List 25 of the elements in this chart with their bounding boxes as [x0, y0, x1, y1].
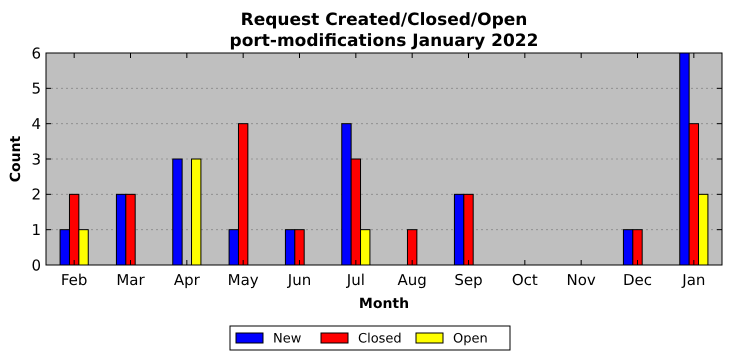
x-tick-label: Aug [398, 271, 427, 289]
y-tick-label: 4 [31, 114, 41, 133]
y-tick-label: 1 [31, 220, 41, 239]
y-tick-label: 2 [31, 186, 41, 204]
x-tick-label: Jul [346, 271, 365, 289]
y-tick-label: 5 [31, 80, 41, 98]
x-tick-label: Jun [286, 271, 312, 289]
x-tick-label: Jan [681, 271, 706, 289]
x-tick-label: Dec [622, 271, 652, 289]
legend-label: Open [453, 332, 488, 347]
legend-label: New [273, 332, 302, 347]
y-tick-label: 0 [31, 256, 41, 274]
y-tick-label: 3 [31, 150, 41, 168]
x-tick-label: Apr [174, 271, 201, 289]
legend-label: Closed [358, 332, 402, 347]
x-tick-label: Oct [512, 271, 538, 289]
y-tick-label: 6 [31, 44, 41, 62]
x-tick-label: Feb [60, 271, 88, 289]
x-tick-label: May [228, 271, 259, 289]
x-tick-label: Mar [116, 271, 146, 289]
x-tick-label: Nov [566, 271, 596, 289]
x-axis-title: Month [358, 296, 410, 312]
y-axis-title: Count [8, 135, 24, 182]
chart-title: Request Created/Closed/Open port-modifications January 2022 [230, 10, 538, 51]
x-tick-label: Sep [454, 271, 483, 289]
